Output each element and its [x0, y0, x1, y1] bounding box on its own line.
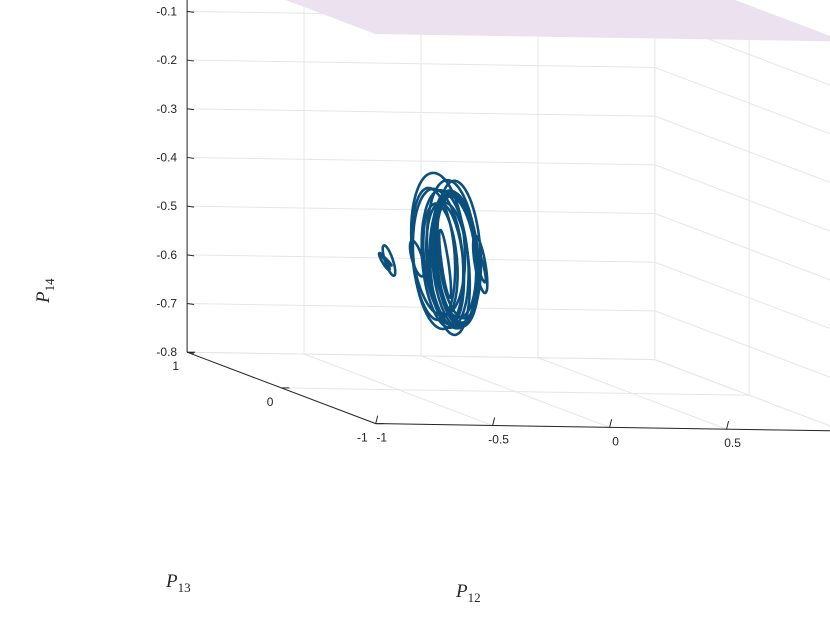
grid-line-side-z [654, 164, 830, 232]
x-tick-label: 0 [612, 434, 619, 448]
x-tick-label: -0.5 [488, 432, 509, 446]
trajectory-loop [377, 251, 391, 272]
z-tick-label: -0.8 [156, 345, 177, 359]
trajectory-loop [381, 244, 397, 277]
x-tick [375, 415, 379, 424]
trajectory-loop [437, 228, 453, 300]
z-tick-label: -0.1 [156, 4, 177, 18]
z-tick [187, 156, 195, 159]
plane-layer [285, 0, 830, 42]
z-tick-label: -0.5 [156, 199, 177, 213]
tick-label-layer: -1-0.500.51-1010-0.1-0.2-0.3-0.4-0.5-0.6… [156, 4, 741, 450]
y-tick-label: 0 [267, 395, 274, 409]
y-tick-label: -1 [357, 431, 368, 445]
z-tick-label: -0.6 [156, 248, 177, 262]
z-tick-label: -0.3 [156, 102, 177, 116]
x-tick-label: -1 [376, 431, 387, 445]
z-tick [187, 254, 195, 257]
z-tick [187, 108, 195, 111]
grid-line-side-z [654, 115, 830, 183]
grid-layer [186, 0, 830, 432]
z-tick-label: -0.7 [156, 297, 177, 311]
grid-line-side-z [654, 66, 830, 135]
z-tick [187, 59, 195, 62]
z-tick [187, 303, 195, 306]
z-tick [187, 205, 195, 208]
y-axis-label: P13 [165, 571, 191, 595]
z-tick [187, 10, 195, 13]
grid-line-back-z [187, 59, 655, 68]
grid-line-back-z [187, 205, 655, 215]
x-tick [726, 421, 730, 430]
trajectory-loop [430, 189, 479, 330]
grid-line-back-z [187, 303, 655, 312]
x-axis-label: P12 [455, 581, 481, 605]
grid-line-back-z [187, 108, 655, 117]
trajectory-loop [431, 194, 478, 319]
trajectory-layer [377, 171, 489, 337]
x-tick [609, 419, 613, 428]
trajectory-loop [409, 171, 467, 317]
grid-line-side-z [654, 261, 830, 330]
grid-line-back-z [187, 156, 655, 166]
z-tick [187, 351, 195, 354]
plane-surface [285, 0, 830, 42]
grid-line-floor-y [281, 387, 750, 396]
z-tick-label: -0.2 [156, 53, 177, 67]
x-tick [492, 417, 496, 426]
grid-line-side-z [654, 310, 830, 378]
grid-line-floor-y [187, 351, 655, 361]
y-tick-label: 1 [172, 359, 179, 373]
x-tick-label: 0.5 [724, 436, 741, 450]
grid-line-side-z [654, 213, 830, 281]
z-axis-label: P14 [33, 278, 57, 304]
z-tick-label: -0.4 [156, 150, 177, 164]
